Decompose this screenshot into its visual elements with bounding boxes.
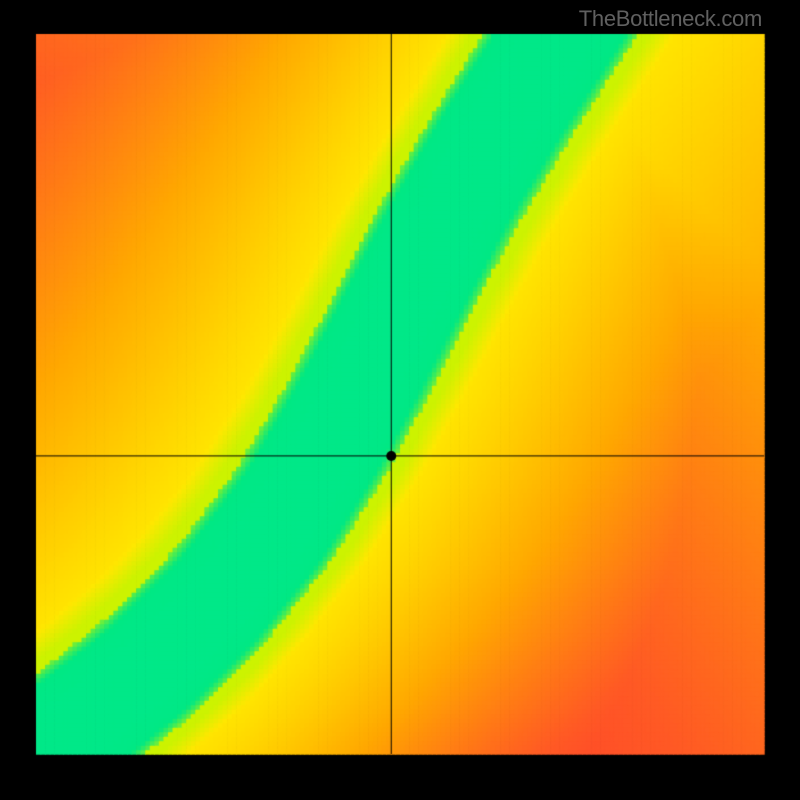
watermark-text: TheBottleneck.com <box>579 6 762 32</box>
bottleneck-heatmap <box>0 0 800 800</box>
